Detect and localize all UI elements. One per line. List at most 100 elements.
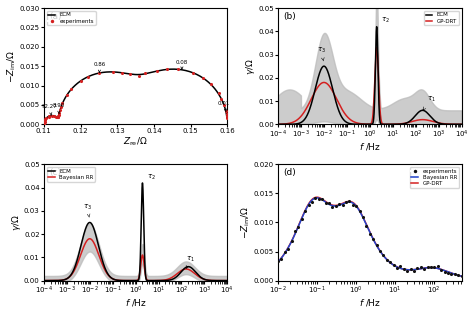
Legend: ECM, Bayesian RR: ECM, Bayesian RR: [46, 167, 95, 181]
Point: [41, 121, 48, 126]
Point: [40, 121, 47, 126]
Line: Bayesian RR: Bayesian RR: [278, 198, 462, 276]
Point: [40, 121, 48, 126]
Point: [223, 114, 230, 119]
Point: [41, 119, 49, 124]
experiments: [390, 262, 397, 267]
GP-DRT: [388, 261, 394, 265]
Point: [40, 122, 47, 127]
experiments: [400, 266, 408, 271]
Point: [54, 114, 62, 119]
GP-DRT: [385, 259, 391, 263]
Point: [135, 73, 143, 78]
experiments: [278, 257, 285, 262]
experiments: [295, 225, 302, 230]
experiments: [332, 204, 340, 209]
Point: [58, 100, 66, 106]
Text: $\tau_3$: $\tau_3$: [317, 46, 326, 61]
Bayesian RR: [388, 261, 394, 265]
experiments: [393, 265, 401, 270]
experiments: [308, 199, 316, 204]
Point: [40, 122, 47, 127]
X-axis label: $f$ /Hz: $f$ /Hz: [125, 297, 146, 308]
Point: [56, 108, 64, 113]
Legend: experiments, Bayesian RR, GP-DRT: experiments, Bayesian RR, GP-DRT: [410, 167, 459, 188]
Point: [52, 114, 59, 119]
Point: [222, 108, 230, 113]
Point: [40, 122, 47, 127]
Point: [54, 115, 61, 120]
experiments: [353, 203, 360, 208]
Point: [220, 103, 228, 108]
Point: [49, 113, 56, 118]
Point: [55, 114, 62, 119]
Point: [40, 120, 47, 125]
Bayesian RR: [442, 269, 448, 273]
Point: [154, 68, 161, 73]
experiments: [328, 204, 336, 209]
Text: $\tau_3$: $\tau_3$: [83, 203, 92, 217]
experiments: [301, 208, 309, 213]
experiments: [322, 201, 329, 206]
experiments: [319, 197, 326, 202]
Text: 92.27: 92.27: [42, 104, 57, 115]
experiments: [363, 224, 370, 229]
Legend: ECM, GP-DRT: ECM, GP-DRT: [424, 11, 459, 25]
Point: [57, 105, 64, 110]
experiments: [312, 195, 319, 200]
experiments: [359, 214, 367, 219]
Point: [40, 120, 48, 125]
experiments: [420, 267, 428, 272]
Text: 8.90: 8.90: [52, 103, 64, 114]
Point: [84, 75, 92, 80]
experiments: [403, 268, 411, 273]
Bayesian RR: [276, 259, 282, 263]
Point: [40, 122, 47, 127]
Point: [42, 115, 49, 120]
Text: (d): (d): [283, 168, 296, 177]
Point: [50, 114, 57, 119]
Point: [63, 92, 71, 97]
Y-axis label: $\gamma/\Omega$: $\gamma/\Omega$: [244, 58, 257, 75]
Text: $\tau_1$: $\tau_1$: [423, 95, 436, 110]
experiments: [410, 268, 418, 273]
X-axis label: $f$ /Hz: $f$ /Hz: [359, 297, 381, 308]
Point: [218, 96, 225, 101]
Text: (b): (b): [283, 12, 296, 20]
GP-DRT: [275, 260, 281, 264]
Point: [41, 118, 49, 123]
Point: [39, 121, 47, 126]
Point: [109, 70, 117, 75]
Text: $\tau_2$: $\tau_2$: [381, 16, 390, 25]
experiments: [339, 203, 346, 208]
Bayesian RR: [385, 259, 391, 263]
experiments: [325, 200, 333, 205]
experiments: [380, 253, 387, 258]
Point: [40, 121, 48, 126]
experiments: [305, 203, 312, 208]
experiments: [444, 270, 452, 275]
Bayesian RR: [384, 258, 390, 262]
Point: [223, 116, 231, 121]
experiments: [281, 249, 289, 254]
Bayesian RR: [459, 274, 465, 278]
experiments: [434, 264, 442, 269]
Text: 0.01: 0.01: [218, 101, 230, 112]
Point: [55, 111, 63, 116]
Point: [142, 70, 149, 75]
experiments: [397, 264, 404, 269]
experiments: [447, 272, 455, 277]
Bayesian RR: [275, 260, 281, 264]
Point: [208, 81, 215, 86]
Legend: ECM, experiments: ECM, experiments: [46, 11, 96, 25]
GP-DRT: [459, 274, 465, 278]
GP-DRT: [276, 259, 282, 263]
experiments: [376, 248, 384, 253]
experiments: [342, 200, 350, 205]
experiments: [369, 236, 377, 241]
experiments: [424, 264, 431, 269]
Point: [40, 121, 47, 126]
Point: [199, 75, 207, 80]
Point: [77, 79, 85, 84]
experiments: [288, 238, 295, 243]
